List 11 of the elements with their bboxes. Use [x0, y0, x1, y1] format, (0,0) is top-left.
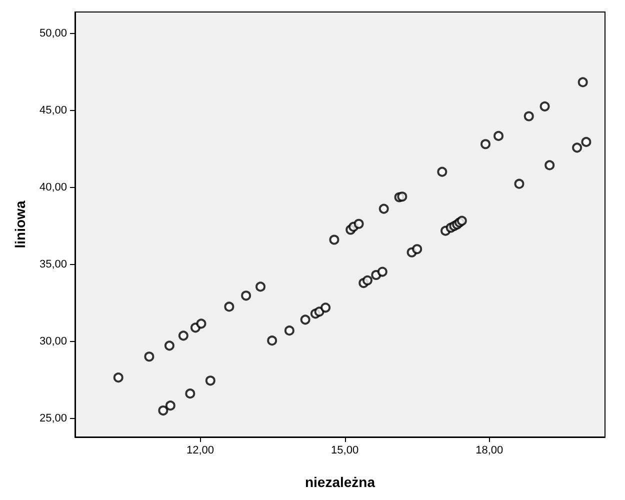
- y-tick-label: 45,00: [39, 104, 67, 117]
- x-tick-label: 15,00: [331, 444, 359, 456]
- y-tick-label: 40,00: [39, 182, 67, 194]
- y-tick-label: 35,00: [39, 258, 67, 271]
- y-axis-title: liniowa: [12, 200, 28, 248]
- y-tick-label: 50,00: [39, 28, 67, 40]
- x-tick-label: 12,00: [186, 444, 214, 456]
- y-tick-label: 30,00: [39, 336, 67, 348]
- x-tick-label: 18,00: [476, 444, 504, 456]
- y-tick-label: 25,00: [39, 412, 67, 425]
- x-axis-title: niezależna: [304, 474, 376, 490]
